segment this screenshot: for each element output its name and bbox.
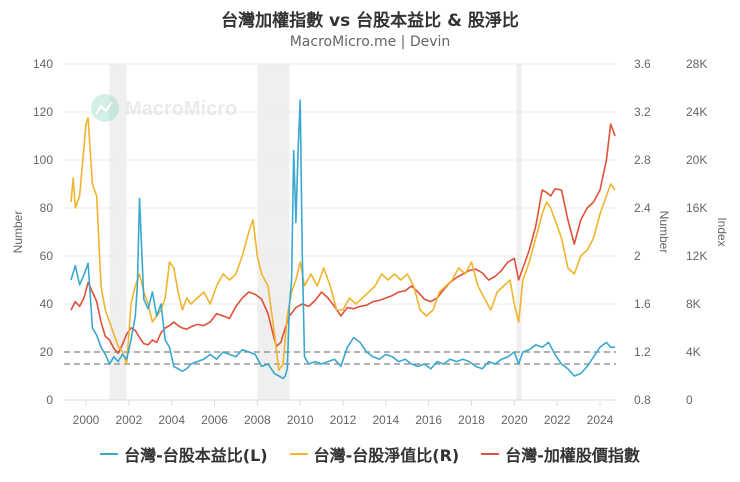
shaded-period (516, 64, 522, 400)
y-right2-tick: 8K (686, 297, 701, 311)
y-right2-tick: 4K (686, 345, 701, 359)
y-right2-tick: 20K (686, 153, 707, 167)
y-left-tick: 140 (33, 57, 53, 71)
legend-label-pe: 台灣-台股本益比(L) (124, 446, 268, 465)
series-lines (70, 99, 616, 380)
x-tick: 2020 (501, 413, 528, 427)
x-tick: 2018 (458, 413, 485, 427)
x-tick: 2004 (158, 413, 185, 427)
y-right2-tick: 0 (686, 393, 693, 407)
legend-swatch-pe (100, 453, 119, 455)
y-right1-tick: 2.8 (634, 153, 651, 167)
y-right2-tick: 28K (686, 57, 707, 71)
chart-subtitle: MacroMicro.me | Devin (289, 34, 451, 50)
y-right2-title: Index (715, 217, 729, 246)
y-right1-tick: 1.6 (634, 297, 651, 311)
y-left-tick: 80 (40, 201, 54, 215)
x-tick: 2000 (73, 413, 100, 427)
legend-swatch-index (481, 453, 500, 455)
y-left-tick: 0 (46, 393, 53, 407)
axes: 0 20 40 60 80 100 120 140 0.8 1.2 1.6 2 2.4 2.8 3.2 3.6… (11, 57, 729, 427)
y-left-tick: 40 (40, 297, 54, 311)
y-right1-tick: 3.6 (634, 57, 651, 71)
chart-title: 台灣加權指數 vs 台股本益比 & 股淨比 (221, 11, 519, 31)
legend-item-index[interactable]: 台灣-加權股價指數 (481, 442, 640, 466)
x-tick: 2010 (287, 413, 314, 427)
y-left-tick: 100 (33, 153, 53, 167)
x-tick: 2012 (330, 413, 357, 427)
y-right2-tick: 12K (686, 249, 707, 263)
x-tick: 2006 (201, 413, 228, 427)
x-tick: 2008 (244, 413, 271, 427)
legend: 台灣-台股本益比(L) 台灣-台股淨值比(R) 台灣-加權股價指數 (0, 442, 740, 466)
y-right1-title: Number (657, 211, 671, 254)
chart-logo-icon (91, 94, 119, 122)
y-right2-tick: 16K (686, 201, 707, 215)
series-line[interactable] (70, 123, 616, 355)
watermark-text: MacroMicro (125, 98, 237, 120)
y-left-tick: 60 (40, 249, 54, 263)
x-tick: 2002 (115, 413, 142, 427)
x-tick: 2024 (587, 413, 614, 427)
y-left-title: Number (11, 211, 25, 254)
y-right1-tick: 1.2 (634, 345, 651, 359)
legend-label-index: 台灣-加權股價指數 (505, 446, 640, 465)
legend-swatch-pb (289, 453, 308, 455)
y-right1-tick: 2.4 (634, 201, 651, 215)
y-right1-tick: 2 (634, 249, 641, 263)
reference-lines (64, 351, 616, 365)
legend-label-pb: 台灣-台股淨值比(R) (313, 446, 460, 465)
y-left-tick: 120 (33, 105, 53, 119)
x-tick: 2014 (372, 413, 399, 427)
y-left-tick: 20 (40, 345, 54, 359)
watermark: MacroMicro (91, 94, 237, 122)
x-tick: 2022 (544, 413, 571, 427)
legend-item-pb[interactable]: 台灣-台股淨值比(R) (289, 442, 460, 466)
series-line[interactable] (70, 99, 615, 380)
shaded-period (109, 64, 127, 400)
x-tick: 2016 (415, 413, 442, 427)
y-right2-tick: 24K (686, 105, 707, 119)
series-line[interactable] (70, 117, 616, 371)
legend-item-pe[interactable]: 台灣-台股本益比(L) (100, 442, 268, 466)
y-right1-tick: 0.8 (634, 393, 651, 407)
y-right1-tick: 3.2 (634, 105, 651, 119)
